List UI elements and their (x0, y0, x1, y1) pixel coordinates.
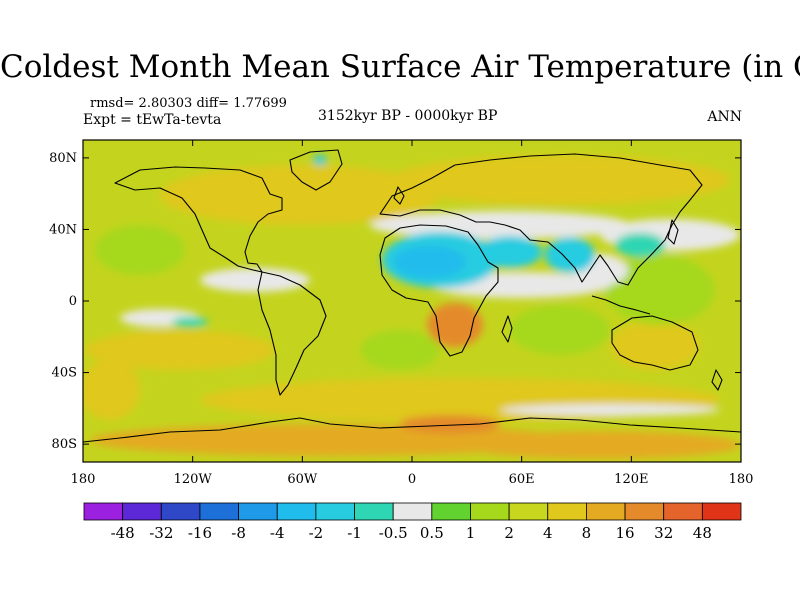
lon-tick-label: 120E (614, 472, 648, 487)
lon-tick-label: 60E (509, 472, 535, 487)
map-title: Coldest Month Mean Surface Air Temperatu… (0, 49, 800, 85)
eurasia-coast (379, 153, 703, 286)
madagascar-coast (501, 315, 513, 343)
antarctica-coast (83, 417, 741, 443)
colorbar-swatch (315, 502, 355, 521)
lon-tick-label: 60W (287, 472, 318, 487)
colorbar-swatch (624, 502, 665, 521)
colorbar-label: 2 (504, 524, 514, 542)
temperature-field (83, 140, 741, 462)
colorbar-label: 4 (543, 524, 553, 542)
colorbar-swatch (431, 502, 471, 521)
rmsd-diff-stats: rmsd= 2.80303 diff= 1.77699 (90, 96, 287, 111)
lat-tick-label: 0 (69, 294, 77, 309)
colorbar-label: 1 (466, 524, 476, 542)
colorbar-label: -4 (270, 524, 285, 542)
colorbar-label: 48 (693, 524, 712, 542)
lat-tick-label: 40N (49, 222, 77, 237)
colorbar-swatch (663, 502, 703, 521)
colorbar-swatch (199, 502, 239, 521)
colorbar-label: -16 (188, 524, 212, 542)
colorbar-label: -32 (149, 524, 173, 542)
colorbar-label: -1 (347, 524, 362, 542)
colorbar-swatch (160, 502, 201, 521)
colorbar-swatch (122, 502, 162, 521)
africa-coast (379, 224, 499, 357)
colorbar-label: 8 (582, 524, 592, 542)
colorbar-swatch (701, 502, 742, 521)
colorbar: -48 -32 -16 -8 -4 -2 -1 -0.5 0.5 1 2 4 8 16 32 48 (83, 502, 742, 542)
colorbar-label: -48 (111, 524, 135, 542)
colorbar-label: 32 (654, 524, 673, 542)
south-america-coast (257, 271, 327, 396)
lat-tick-label: 80N (49, 151, 77, 166)
uk-coast (393, 186, 405, 205)
lon-tick-label: 180 (729, 472, 754, 487)
north-america-coast (114, 166, 283, 273)
new-zealand-coast (711, 369, 723, 391)
colorbar-label: 16 (616, 524, 635, 542)
lon-tick-label: 0 (408, 472, 416, 487)
colorbar-label: -8 (231, 524, 246, 542)
period-label: 3152kyr BP - 0000kyr BP (318, 108, 498, 124)
colorbar-swatch (586, 502, 626, 521)
lon-tick-label: 180 (71, 472, 96, 487)
colorbar-swatch (508, 502, 549, 521)
colorbar-swatch (354, 502, 394, 521)
colorbar-swatch (276, 502, 317, 521)
colorbar-swatch (238, 502, 278, 521)
lat-tick-label: 40S (52, 366, 77, 381)
japan-coast (667, 219, 679, 245)
experiment-label: Expt = tEwTa-tevta (83, 112, 222, 128)
latitude-axis: 80N 40N 0 40S 80S (49, 151, 741, 452)
colorbar-label: -0.5 (379, 524, 408, 542)
indonesia-coast (591, 295, 651, 315)
colorbar-swatch (392, 502, 433, 521)
colorbar-label: -2 (309, 524, 324, 542)
colorbar-swatch (547, 502, 587, 521)
season-label: ANN (707, 109, 742, 125)
field-anomaly-patches (83, 155, 740, 459)
greenland-coast (289, 149, 343, 191)
longitude-axis: 180 120W 60W 0 60E 120E 180 (71, 140, 754, 487)
lon-tick-label: 120W (174, 472, 213, 487)
colorbar-swatch (83, 502, 124, 521)
colorbar-label: 0.5 (420, 524, 444, 542)
lat-tick-label: 80S (52, 437, 77, 452)
australia-coast (611, 315, 699, 371)
coastlines (83, 149, 741, 443)
colorbar-swatch (470, 502, 510, 521)
